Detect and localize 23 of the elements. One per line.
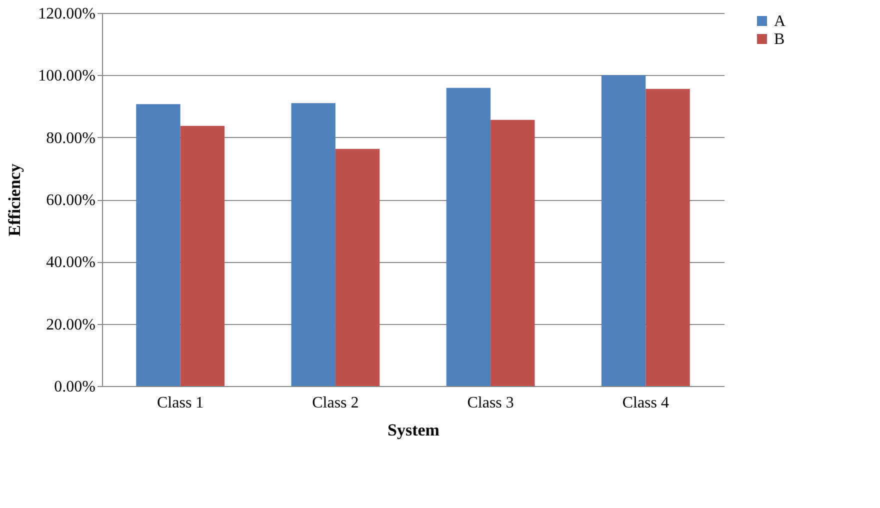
bar bbox=[490, 120, 535, 386]
x-tick-label: Class 1 bbox=[156, 394, 204, 412]
x-axis-title: System bbox=[388, 420, 440, 440]
bar bbox=[136, 104, 180, 386]
y-tick-label: 0.00% bbox=[54, 378, 96, 396]
x-tick-label: Class 2 bbox=[312, 394, 359, 412]
y-tick-label: 20.00% bbox=[46, 316, 96, 334]
y-tick-label: 60.00% bbox=[46, 192, 96, 209]
bar bbox=[646, 88, 690, 386]
legend-label: A bbox=[774, 13, 786, 30]
y-tick-label: 80.00% bbox=[46, 130, 96, 147]
bar bbox=[446, 88, 491, 386]
y-axis-title: Efficiency bbox=[5, 163, 24, 236]
y-tick-label: 120.00% bbox=[38, 6, 96, 22]
bar bbox=[291, 103, 336, 386]
bar bbox=[335, 148, 380, 386]
x-tick-label: Class 4 bbox=[622, 394, 670, 412]
bar bbox=[180, 126, 225, 386]
legend-label: B bbox=[774, 31, 785, 48]
y-tick-label: 40.00% bbox=[46, 254, 96, 272]
x-tick-label: Class 3 bbox=[467, 394, 514, 412]
bar bbox=[601, 75, 646, 386]
y-tick-label: 100.00% bbox=[38, 68, 96, 85]
